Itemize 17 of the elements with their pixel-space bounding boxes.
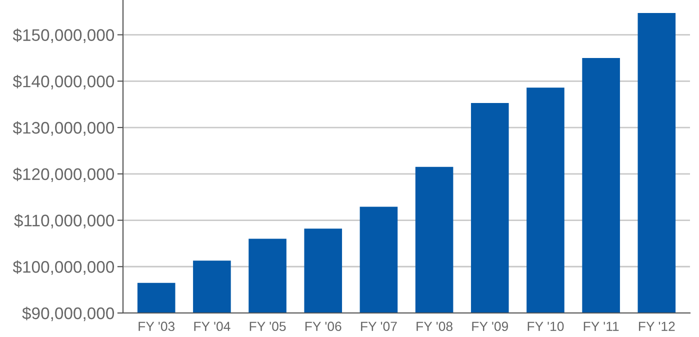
y-tick-label: $90,000,000 <box>22 306 114 322</box>
x-tick-label: FY '10 <box>528 322 564 332</box>
y-tick-label: $100,000,000 <box>12 260 114 275</box>
y-tick-label: $130,000,000 <box>12 121 114 136</box>
x-tick-label: FY '06 <box>305 322 342 332</box>
x-tick-label: FY '12 <box>638 322 675 331</box>
y-tick-label: $150,000,000 <box>12 28 114 43</box>
x-tick-label: FY '11 <box>584 322 619 331</box>
x-tick-label: FY '04 <box>194 322 230 332</box>
y-tick-label: $140,000,000 <box>12 74 114 90</box>
y-tick-label: $110,000,000 <box>14 214 114 228</box>
y-tick-label: $120,000,000 <box>12 168 114 182</box>
x-tick-label: FY '08 <box>416 322 452 332</box>
x-tick-label: FY '09 <box>472 322 508 332</box>
x-tick-label: FY '07 <box>361 322 397 332</box>
x-tick-label: FY '05 <box>250 322 286 332</box>
x-tick-label: FY '03 <box>138 322 175 332</box>
